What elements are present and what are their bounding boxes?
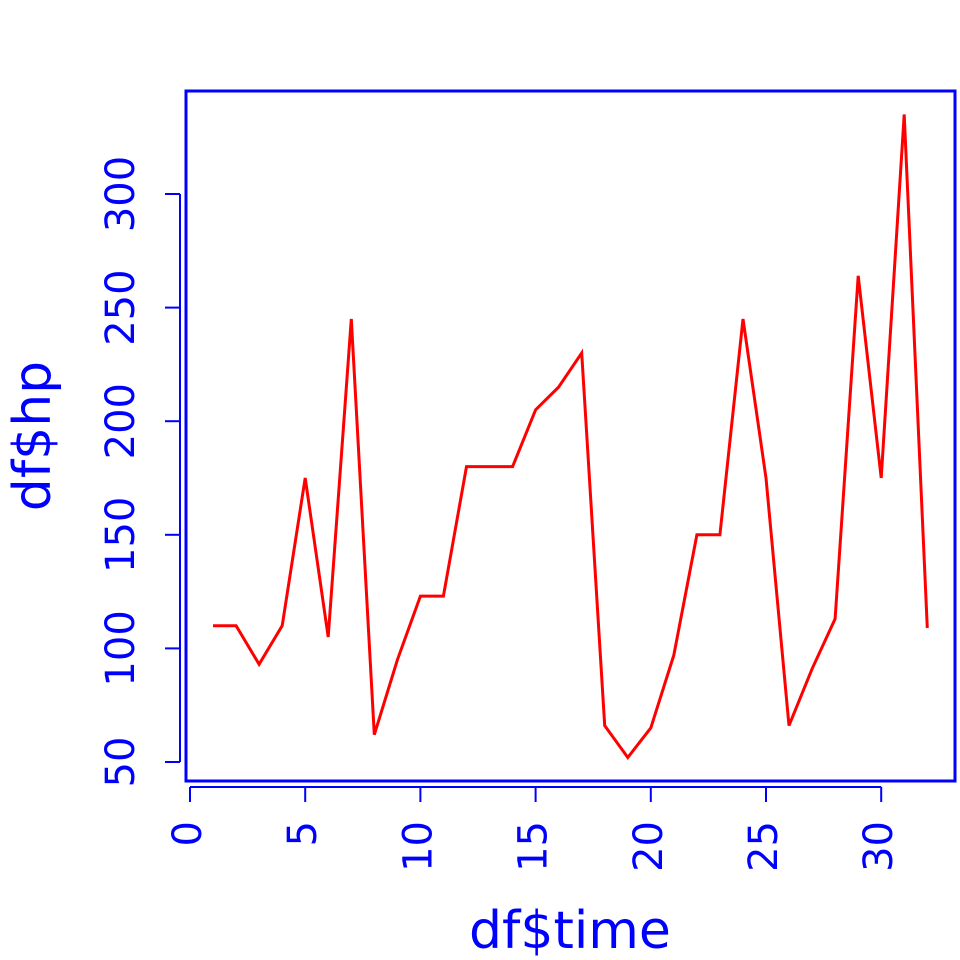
x-tick-label: 5 [280,821,326,846]
x-tick-label: 30 [856,821,902,872]
x-axis-label: df$time [469,901,671,960]
x-tick-label: 25 [741,821,787,872]
x-tick-label: 0 [165,821,211,846]
y-tick-label: 100 [98,610,144,686]
y-axis-label: df$hp [3,361,63,511]
y-tick-label: 250 [98,269,144,345]
series-line [213,114,929,760]
plot-frame [184,89,957,783]
x-tick-label: 10 [395,821,441,872]
x-axis: 0 5 10 15 20 25 30 [165,786,902,872]
y-tick-label: 200 [98,383,144,459]
y-tick-label: 150 [98,497,144,573]
x-tick-label: 15 [511,821,557,872]
y-tick-label: 300 [98,156,144,232]
y-tick-label: 50 [98,737,144,788]
y-axis: 50 100 150 200 250 300 [98,156,181,788]
x-tick-label: 20 [626,821,672,872]
